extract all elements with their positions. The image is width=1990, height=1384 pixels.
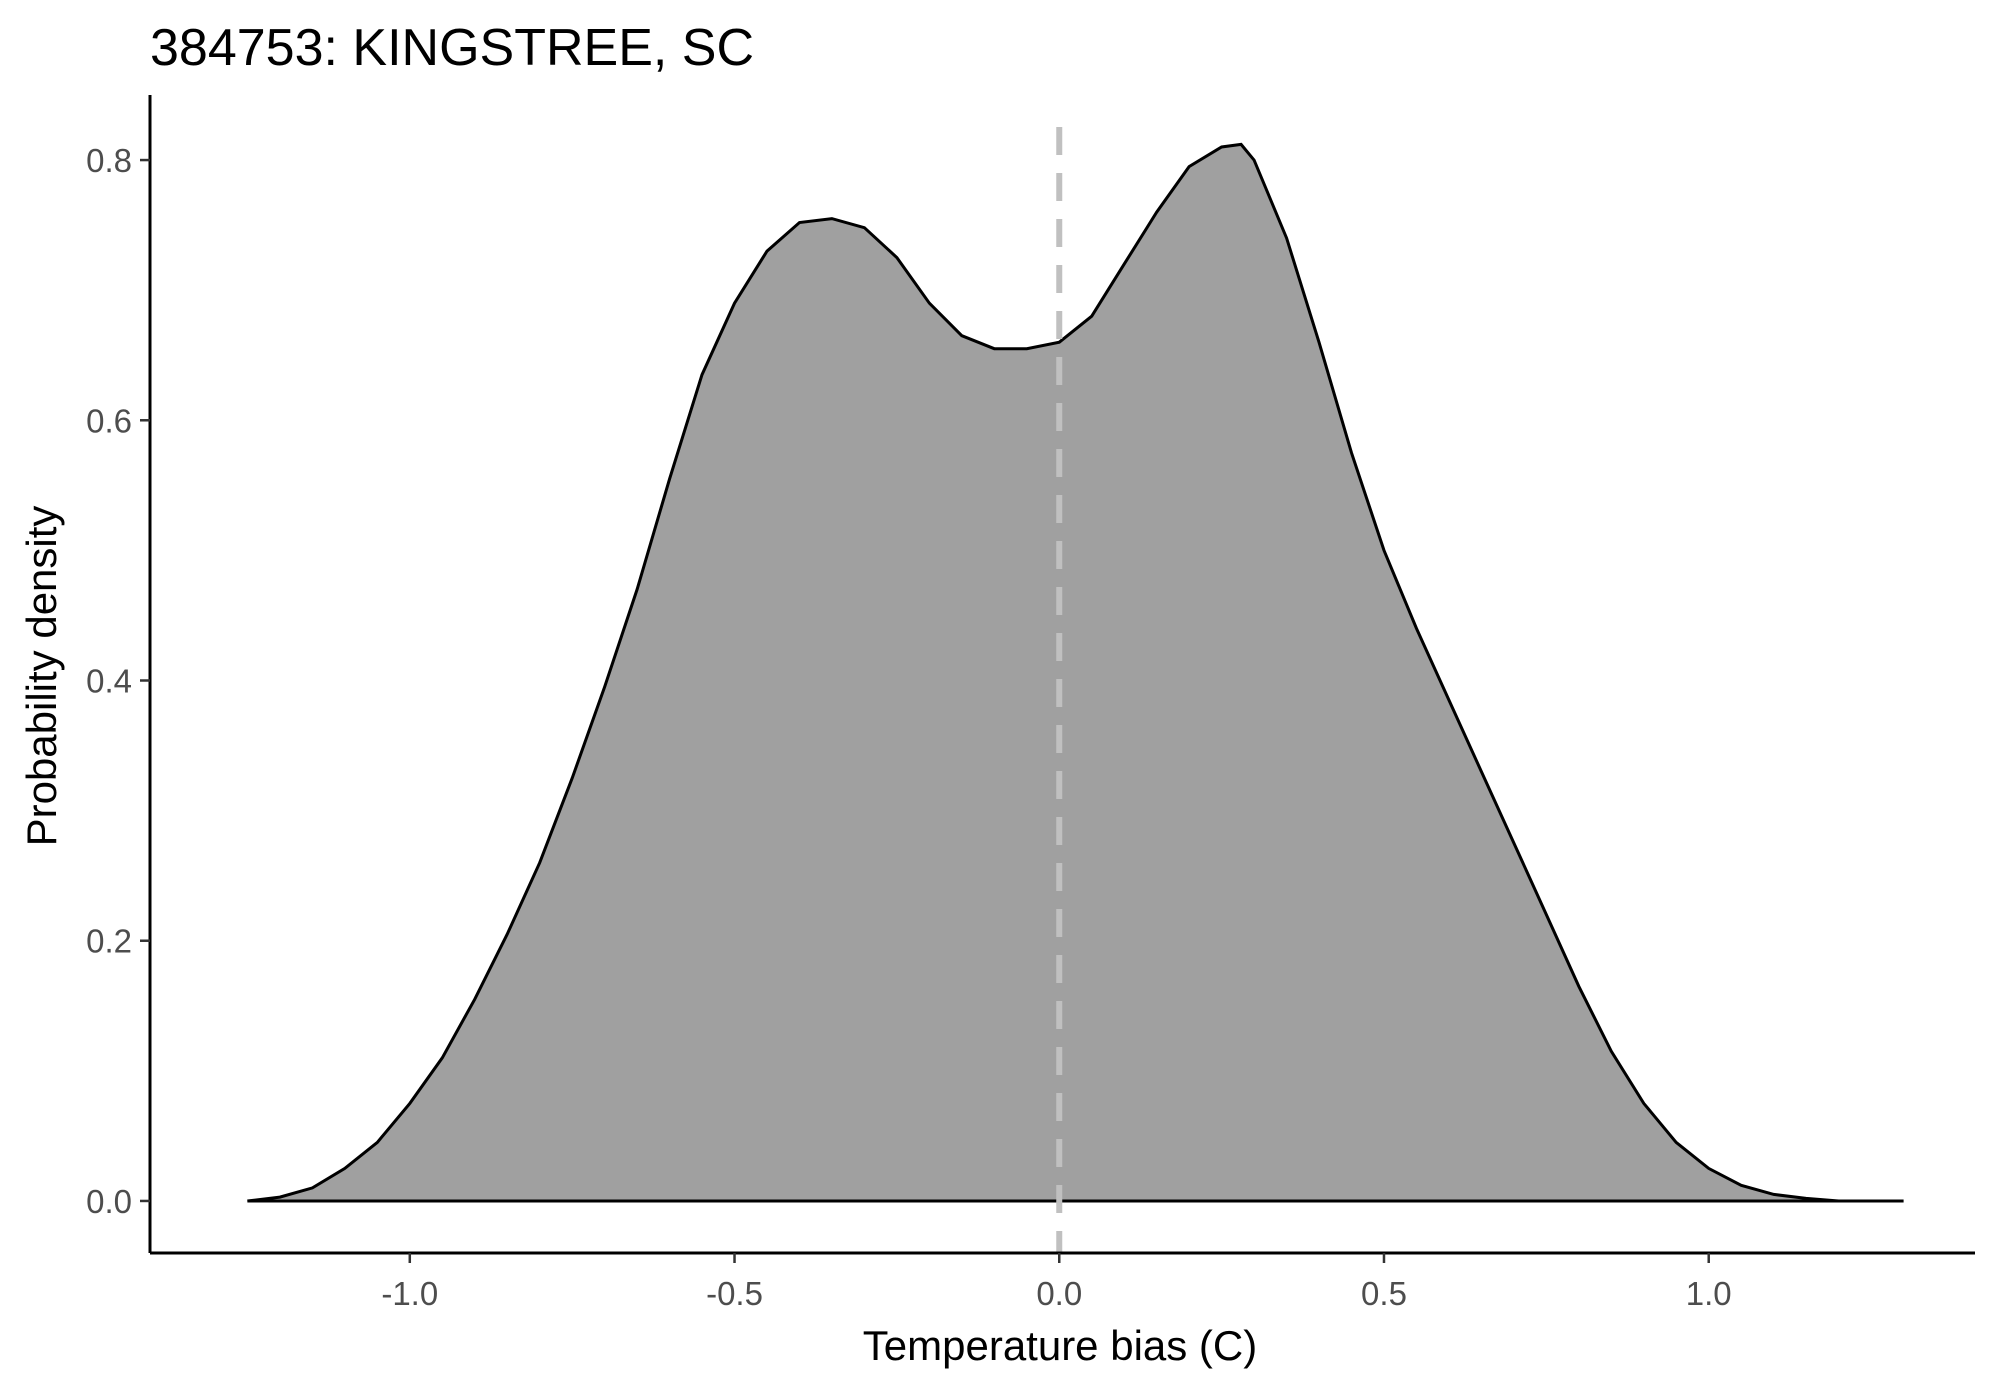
x-tick-label: -0.5 — [706, 1275, 763, 1312]
plot-area — [247, 127, 1904, 1253]
x-axis-ticks: -1.0 -0.5 0.0 0.5 1.0 — [381, 1253, 1732, 1312]
y-tick-label: 0.0 — [86, 1183, 132, 1220]
y-axis-label: Probability density — [18, 506, 65, 847]
x-axis-label: Temperature bias (C) — [863, 1322, 1257, 1369]
x-tick-label: 1.0 — [1686, 1275, 1732, 1312]
y-axis-ticks: 0.0 0.2 0.4 0.6 0.8 — [86, 142, 150, 1220]
x-tick-label: 0.5 — [1361, 1275, 1407, 1312]
y-tick-label: 0.6 — [86, 402, 132, 439]
chart-title: 384753: KINGSTREE, SC — [150, 19, 754, 77]
y-tick-label: 0.4 — [86, 663, 132, 700]
y-tick-label: 0.2 — [86, 923, 132, 960]
density-area — [247, 142, 1904, 1203]
y-tick-label: 0.8 — [86, 142, 132, 179]
x-tick-label: 0.0 — [1036, 1275, 1082, 1312]
x-tick-label: -1.0 — [381, 1275, 438, 1312]
